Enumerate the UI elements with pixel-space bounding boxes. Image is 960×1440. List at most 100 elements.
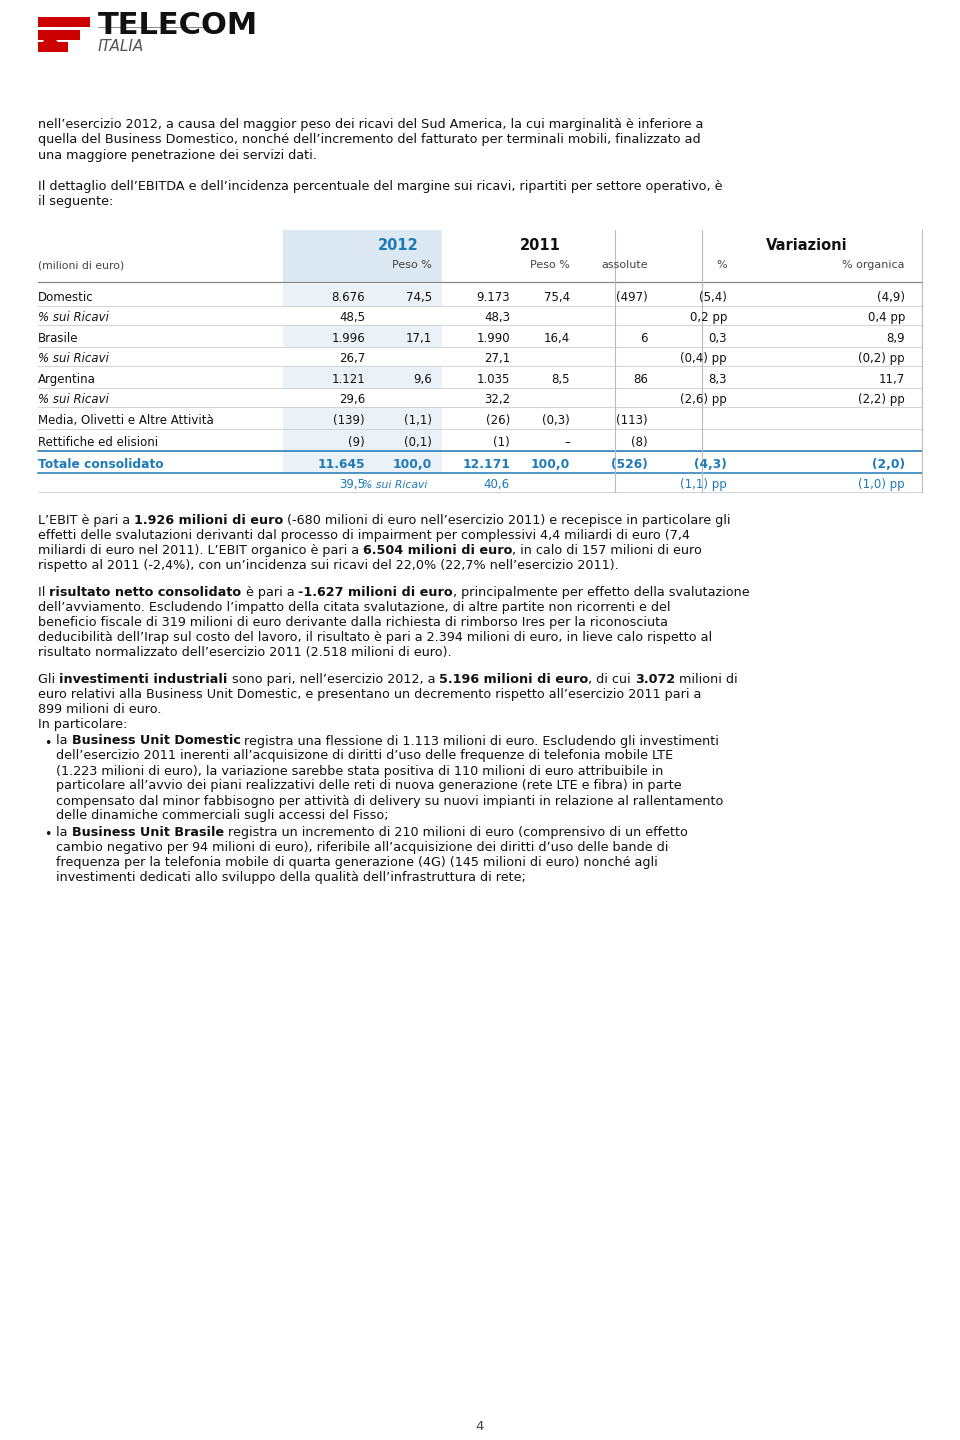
Text: ITALIA: ITALIA	[98, 39, 144, 53]
Text: delle dinamiche commerciali sugli accessi del Fisso;: delle dinamiche commerciali sugli access…	[56, 809, 389, 822]
Text: la: la	[56, 734, 71, 747]
Text: %: %	[716, 261, 727, 271]
Text: 27,1: 27,1	[484, 353, 510, 366]
Text: Il: Il	[38, 586, 49, 599]
Bar	[283, 284, 442, 307]
Text: 32,2: 32,2	[484, 393, 510, 406]
Text: (2,0): (2,0)	[872, 458, 905, 471]
Text: 6.504 milioni di euro: 6.504 milioni di euro	[363, 544, 513, 557]
Text: Peso %: Peso %	[530, 261, 570, 271]
Text: dell’avviamento. Escludendo l’impatto della citata svalutazione, di altre partit: dell’avviamento. Escludendo l’impatto de…	[38, 600, 670, 613]
Text: 2012: 2012	[378, 238, 419, 253]
Text: investimenti industriali: investimenti industriali	[60, 672, 228, 685]
Text: 1.990: 1.990	[476, 333, 510, 346]
Text: Brasile: Brasile	[38, 333, 79, 346]
Text: (9): (9)	[348, 436, 365, 449]
Text: la: la	[56, 827, 71, 840]
Text: (0,3): (0,3)	[542, 415, 570, 428]
Text: registra una flessione di 1.113 milioni di euro. Escludendo gli investimenti: registra una flessione di 1.113 milioni …	[240, 734, 719, 747]
Text: (8): (8)	[632, 436, 648, 449]
Text: 1.035: 1.035	[476, 373, 510, 386]
Text: –: –	[564, 436, 570, 449]
Text: Business Unit Brasile: Business Unit Brasile	[71, 827, 224, 840]
Text: (2,2) pp: (2,2) pp	[858, 393, 905, 406]
Bar	[283, 366, 442, 387]
Text: (milioni di euro): (milioni di euro)	[38, 261, 124, 271]
Text: 9,6: 9,6	[413, 373, 432, 386]
Text: 12.171: 12.171	[462, 458, 510, 471]
Text: % sui Ricavi: % sui Ricavi	[362, 480, 427, 490]
Bar	[283, 230, 442, 282]
Text: 26,7: 26,7	[339, 353, 365, 366]
Text: (1.223 milioni di euro), la variazione sarebbe stata positiva di 110 milioni di : (1.223 milioni di euro), la variazione s…	[56, 765, 663, 778]
Text: 2011: 2011	[519, 238, 561, 253]
Text: 48,5: 48,5	[339, 311, 365, 324]
Text: compensato dal minor fabbisogno per attività di delivery su nuovi impianti in re: compensato dal minor fabbisogno per atti…	[56, 795, 724, 808]
Text: In particolare:: In particolare:	[38, 719, 128, 732]
Text: Il dettaglio dell’EBITDA e dell’incidenza percentuale del margine sui ricavi, ri: Il dettaglio dell’EBITDA e dell’incidenz…	[38, 180, 723, 193]
Text: (2,6) pp: (2,6) pp	[681, 393, 727, 406]
Text: miliardi di euro nel 2011). L’EBIT organico è pari a: miliardi di euro nel 2011). L’EBIT organ…	[38, 544, 363, 557]
Bar	[283, 429, 442, 451]
Text: Domestic: Domestic	[38, 291, 94, 304]
Text: 1.121: 1.121	[331, 373, 365, 386]
Bar	[283, 408, 442, 429]
Text: 8.676: 8.676	[331, 291, 365, 304]
Text: euro relativi alla Business Unit Domestic, e presentano un decremento rispetto a: euro relativi alla Business Unit Domesti…	[38, 688, 702, 701]
Text: particolare all’avvio dei piani realizzativi delle reti di nuova generazione (re: particolare all’avvio dei piani realizza…	[56, 779, 682, 792]
Text: (1,1): (1,1)	[404, 415, 432, 428]
Polygon shape	[38, 32, 68, 52]
Text: 0,4 pp: 0,4 pp	[868, 311, 905, 324]
Text: sono pari, nell’esercizio 2012, a: sono pari, nell’esercizio 2012, a	[228, 672, 439, 685]
Text: 48,3: 48,3	[484, 311, 510, 324]
Text: (0,1): (0,1)	[404, 436, 432, 449]
Text: % sui Ricavi: % sui Ricavi	[38, 311, 108, 324]
Text: •: •	[44, 828, 52, 841]
Text: 1.996: 1.996	[331, 333, 365, 346]
Text: (-680 milioni di euro nell’esercizio 2011) e recepisce in particolare gli: (-680 milioni di euro nell’esercizio 201…	[283, 514, 731, 527]
Text: 5.196 milioni di euro: 5.196 milioni di euro	[439, 672, 588, 685]
Text: (4,3): (4,3)	[694, 458, 727, 471]
Text: milioni di: milioni di	[675, 672, 737, 685]
Text: investimenti dedicati allo sviluppo della qualità dell’infrastruttura di rete;: investimenti dedicati allo sviluppo dell…	[56, 871, 526, 884]
Text: (5,4): (5,4)	[699, 291, 727, 304]
Text: , di cui: , di cui	[588, 672, 635, 685]
Text: •: •	[44, 736, 52, 749]
Text: 11.645: 11.645	[318, 458, 365, 471]
Bar	[38, 30, 80, 40]
Text: è pari a: è pari a	[242, 586, 299, 599]
Text: Media, Olivetti e Altre Attività: Media, Olivetti e Altre Attività	[38, 415, 214, 428]
Text: dell’esercizio 2011 inerenti all’acquisizone di diritti d’uso delle frequenze di: dell’esercizio 2011 inerenti all’acquisi…	[56, 749, 673, 763]
Text: una maggiore penetrazione dei servizi dati.: una maggiore penetrazione dei servizi da…	[38, 148, 317, 161]
Text: 100,0: 100,0	[393, 458, 432, 471]
Text: Variazioni: Variazioni	[766, 238, 848, 253]
Text: Rettifiche ed elisioni: Rettifiche ed elisioni	[38, 436, 158, 449]
Text: il seguente:: il seguente:	[38, 196, 113, 209]
Text: 8,3: 8,3	[708, 373, 727, 386]
Text: effetti delle svalutazioni derivanti dal processo di impairment per complessivi : effetti delle svalutazioni derivanti dal…	[38, 528, 690, 541]
Bar	[38, 42, 68, 52]
Text: TELECOM: TELECOM	[98, 12, 258, 40]
Text: (139): (139)	[333, 415, 365, 428]
Text: 3.072: 3.072	[635, 672, 675, 685]
Text: 0,2 pp: 0,2 pp	[689, 311, 727, 324]
Text: Peso %: Peso %	[392, 261, 432, 271]
Text: 29,6: 29,6	[339, 393, 365, 406]
Text: Argentina: Argentina	[38, 373, 96, 386]
Text: registra un incremento di 210 milioni di euro (comprensivo di un effetto: registra un incremento di 210 milioni di…	[224, 827, 687, 840]
Text: (26): (26)	[486, 415, 510, 428]
Text: 0,3: 0,3	[708, 333, 727, 346]
Text: L’EBIT è pari a: L’EBIT è pari a	[38, 514, 134, 527]
Text: 4: 4	[476, 1420, 484, 1433]
Text: Totale consolidato: Totale consolidato	[38, 458, 163, 471]
Text: Gli: Gli	[38, 672, 60, 685]
Text: quella del Business Domestico, nonché dell’incremento del fatturato per terminal: quella del Business Domestico, nonché de…	[38, 134, 701, 147]
Text: 17,1: 17,1	[406, 333, 432, 346]
Text: cambio negativo per 94 milioni di euro), riferibile all’acquisizione dei diritti: cambio negativo per 94 milioni di euro),…	[56, 841, 668, 854]
Text: -1.627 milioni di euro: -1.627 milioni di euro	[299, 586, 453, 599]
Text: 40,6: 40,6	[484, 478, 510, 491]
Text: 8,9: 8,9	[886, 333, 905, 346]
Text: deducibilità dell’Irap sul costo del lavoro, il risultato è pari a 2.394 milioni: deducibilità dell’Irap sul costo del lav…	[38, 631, 712, 644]
Text: (113): (113)	[616, 415, 648, 428]
Text: frequenza per la telefonia mobile di quarta generazione (4G) (145 milioni di eur: frequenza per la telefonia mobile di qua…	[56, 855, 658, 868]
